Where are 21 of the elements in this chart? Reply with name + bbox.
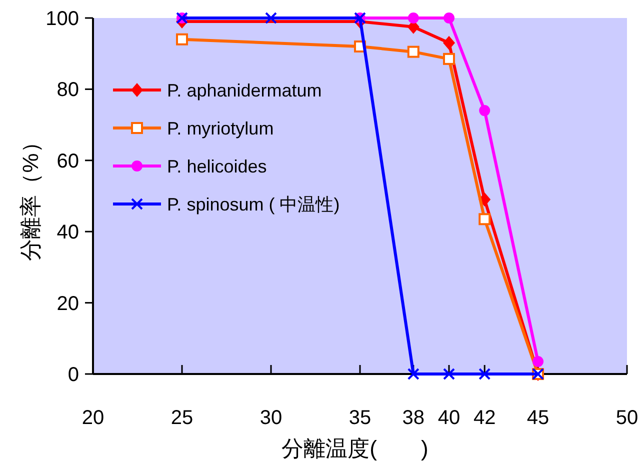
y-tick-label: 80 bbox=[56, 79, 79, 102]
x-tick-label: 25 bbox=[170, 407, 194, 429]
y-tick-label: 60 bbox=[56, 150, 79, 172]
x-tick-label: 50 bbox=[616, 407, 638, 429]
y-tick-label: 20 bbox=[56, 292, 79, 315]
x-tick-label: 38 bbox=[402, 407, 425, 429]
y-tick-label: 0 bbox=[68, 364, 79, 386]
y-tick-label: 100 bbox=[46, 8, 79, 30]
legend-label: P. spinosum ( 中温性) bbox=[167, 194, 340, 214]
x-tick-label: 45 bbox=[526, 407, 550, 429]
x-tick-label: 35 bbox=[348, 407, 372, 429]
x-tick-label: 40 bbox=[438, 407, 460, 429]
x-axis-title: 分離温度( ) bbox=[282, 436, 428, 461]
x-tick-label: 30 bbox=[260, 407, 282, 429]
y-axis-title: 分離率（%） bbox=[18, 131, 43, 261]
x-tick-label: 20 bbox=[82, 407, 104, 429]
legend-label: P. aphanidermatum bbox=[167, 80, 322, 100]
y-tick-label: 40 bbox=[56, 222, 79, 244]
legend-label: P. myriotylum bbox=[167, 118, 274, 138]
x-tick-label: 42 bbox=[473, 407, 496, 429]
legend-label: P. helicoides bbox=[167, 156, 267, 176]
